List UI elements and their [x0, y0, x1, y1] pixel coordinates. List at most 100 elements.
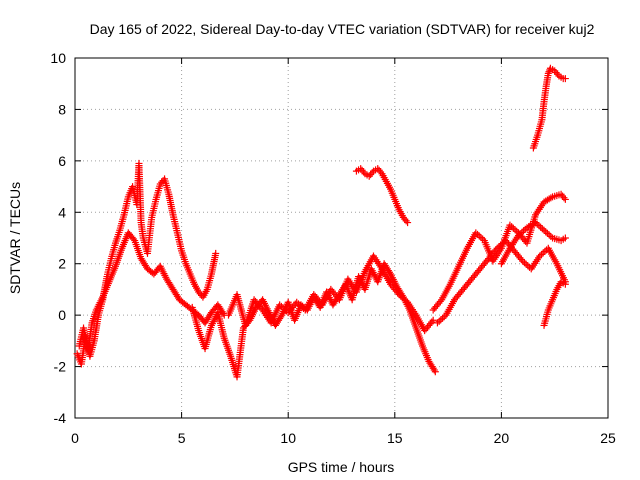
data-point-late-mid — [561, 234, 569, 242]
data-point-late-upper — [511, 226, 519, 234]
data-point-late-lower — [492, 246, 500, 254]
data-point-late-dip — [561, 280, 569, 288]
data-point-mid-low — [430, 366, 438, 374]
data-point-late-lower — [437, 316, 445, 324]
data-point-late-mid — [535, 222, 543, 230]
data-point-late-upper — [436, 297, 444, 305]
plot-frame — [74, 57, 609, 419]
data-point-early-low — [129, 235, 137, 243]
data-point-late-lower — [517, 255, 525, 263]
data-point-early-arc — [212, 249, 220, 257]
data-point-late-lower — [495, 243, 503, 251]
data-point-late-lower — [519, 257, 527, 265]
data-point-late-mid — [537, 223, 545, 231]
data-point-late-lower — [498, 240, 506, 248]
y-tick-label: 8 — [58, 101, 66, 117]
x-tick-label: 15 — [387, 430, 403, 446]
y-tick-label: 0 — [58, 307, 66, 323]
data-point-late-mid — [518, 228, 526, 236]
data-point-mid-high — [394, 289, 402, 297]
x-tick-label: 25 — [600, 430, 616, 446]
data-point-late-mid — [533, 220, 541, 228]
data-point-mid-high — [397, 292, 405, 300]
data-point-late-lower — [433, 319, 441, 327]
data-point-late-lower — [537, 250, 545, 258]
data-point-mid-high — [398, 294, 406, 302]
data-point-late-upper — [509, 224, 517, 232]
data-point-mid-high — [429, 316, 437, 324]
y-tick-label: 4 — [58, 204, 66, 220]
data-point-late-lower — [493, 244, 501, 252]
data-point-late-upper — [547, 194, 555, 202]
data-point-isolated-arc — [368, 169, 376, 177]
data-point-late-mid — [514, 231, 522, 239]
data-point-late-mid — [520, 227, 528, 235]
data-point-late-upper — [506, 221, 514, 229]
y-axis-label: SDTVAR / TECUs — [7, 182, 23, 294]
y-tick-label: -4 — [54, 410, 67, 426]
data-point-late-mid — [542, 228, 550, 236]
y-tick-label: -2 — [54, 359, 67, 375]
data-point-late-upper — [508, 223, 516, 231]
data-point-mid-high — [293, 298, 301, 306]
data-point-mid-high — [279, 304, 287, 312]
data-point-late-mid — [532, 219, 540, 227]
data-point-late-upper — [477, 233, 485, 241]
data-point-mid-high — [281, 305, 289, 313]
data-point-mid-high — [395, 291, 403, 299]
data-points — [73, 64, 569, 381]
data-point-isolated-arc — [402, 217, 410, 225]
data-point-mid-low — [277, 313, 285, 321]
x-tick-label: 10 — [280, 430, 296, 446]
data-point-late-lower — [536, 252, 544, 260]
data-point-late-mid — [540, 226, 548, 234]
data-point-mid-high — [298, 303, 306, 311]
data-point-late-upper — [479, 235, 487, 243]
x-tick-label: 5 — [178, 430, 186, 446]
y-tick-label: 2 — [58, 256, 66, 272]
data-point-late-upper — [560, 194, 568, 202]
data-point-mid-high — [276, 301, 284, 309]
data-point-mid-low — [431, 368, 439, 376]
y-tick-label: 10 — [50, 50, 66, 66]
grid-lines — [75, 58, 608, 418]
data-point-high-arc — [554, 70, 562, 78]
axis-ticks: 0 5 10 15 20 25 -4 -2 0 2 4 6 8 10 — [50, 50, 616, 446]
data-point-early-low — [219, 309, 227, 317]
data-point-late-lower — [520, 259, 528, 267]
data-point-late-mid — [545, 231, 553, 239]
data-point-isolated-arc — [360, 168, 368, 176]
data-point-late-lower — [497, 241, 505, 249]
data-point-mid-high — [400, 295, 408, 303]
data-point-late-mid — [543, 229, 551, 237]
data-point-late-mid — [516, 230, 524, 238]
data-point-isolated-arc — [377, 168, 385, 176]
y-tick-label: 6 — [58, 153, 66, 169]
data-point-high-arc — [561, 75, 569, 83]
data-point-high-arc — [544, 69, 552, 77]
data-point-late-upper — [474, 230, 482, 238]
data-point-mid-high — [277, 302, 285, 310]
data-point-mid-high — [257, 304, 265, 312]
x-tick-label: 0 — [71, 430, 79, 446]
data-point-late-lower — [539, 249, 547, 257]
x-axis-label: GPS time / hours — [288, 459, 395, 475]
data-point-late-lower — [439, 314, 447, 322]
data-point-late-mid — [547, 232, 555, 240]
data-point-late-mid — [538, 225, 546, 233]
data-point-late-lower — [541, 247, 549, 255]
data-point-mid-high — [296, 301, 304, 309]
data-point-mid-high — [294, 300, 302, 308]
data-point-late-lower — [435, 317, 443, 325]
x-tick-label: 20 — [494, 430, 510, 446]
data-point-late-upper — [475, 232, 483, 240]
data-point-late-upper — [561, 195, 569, 203]
data-point-high-arc — [545, 68, 553, 76]
chart-title: Day 165 of 2022, Sidereal Day-to-day VTE… — [90, 21, 595, 37]
data-point-late-lower — [524, 262, 532, 270]
data-point-late-lower — [522, 260, 530, 268]
data-point-isolated-arc — [404, 219, 412, 227]
data-point-mid-high — [428, 318, 436, 326]
data-point-late-upper — [472, 229, 480, 237]
